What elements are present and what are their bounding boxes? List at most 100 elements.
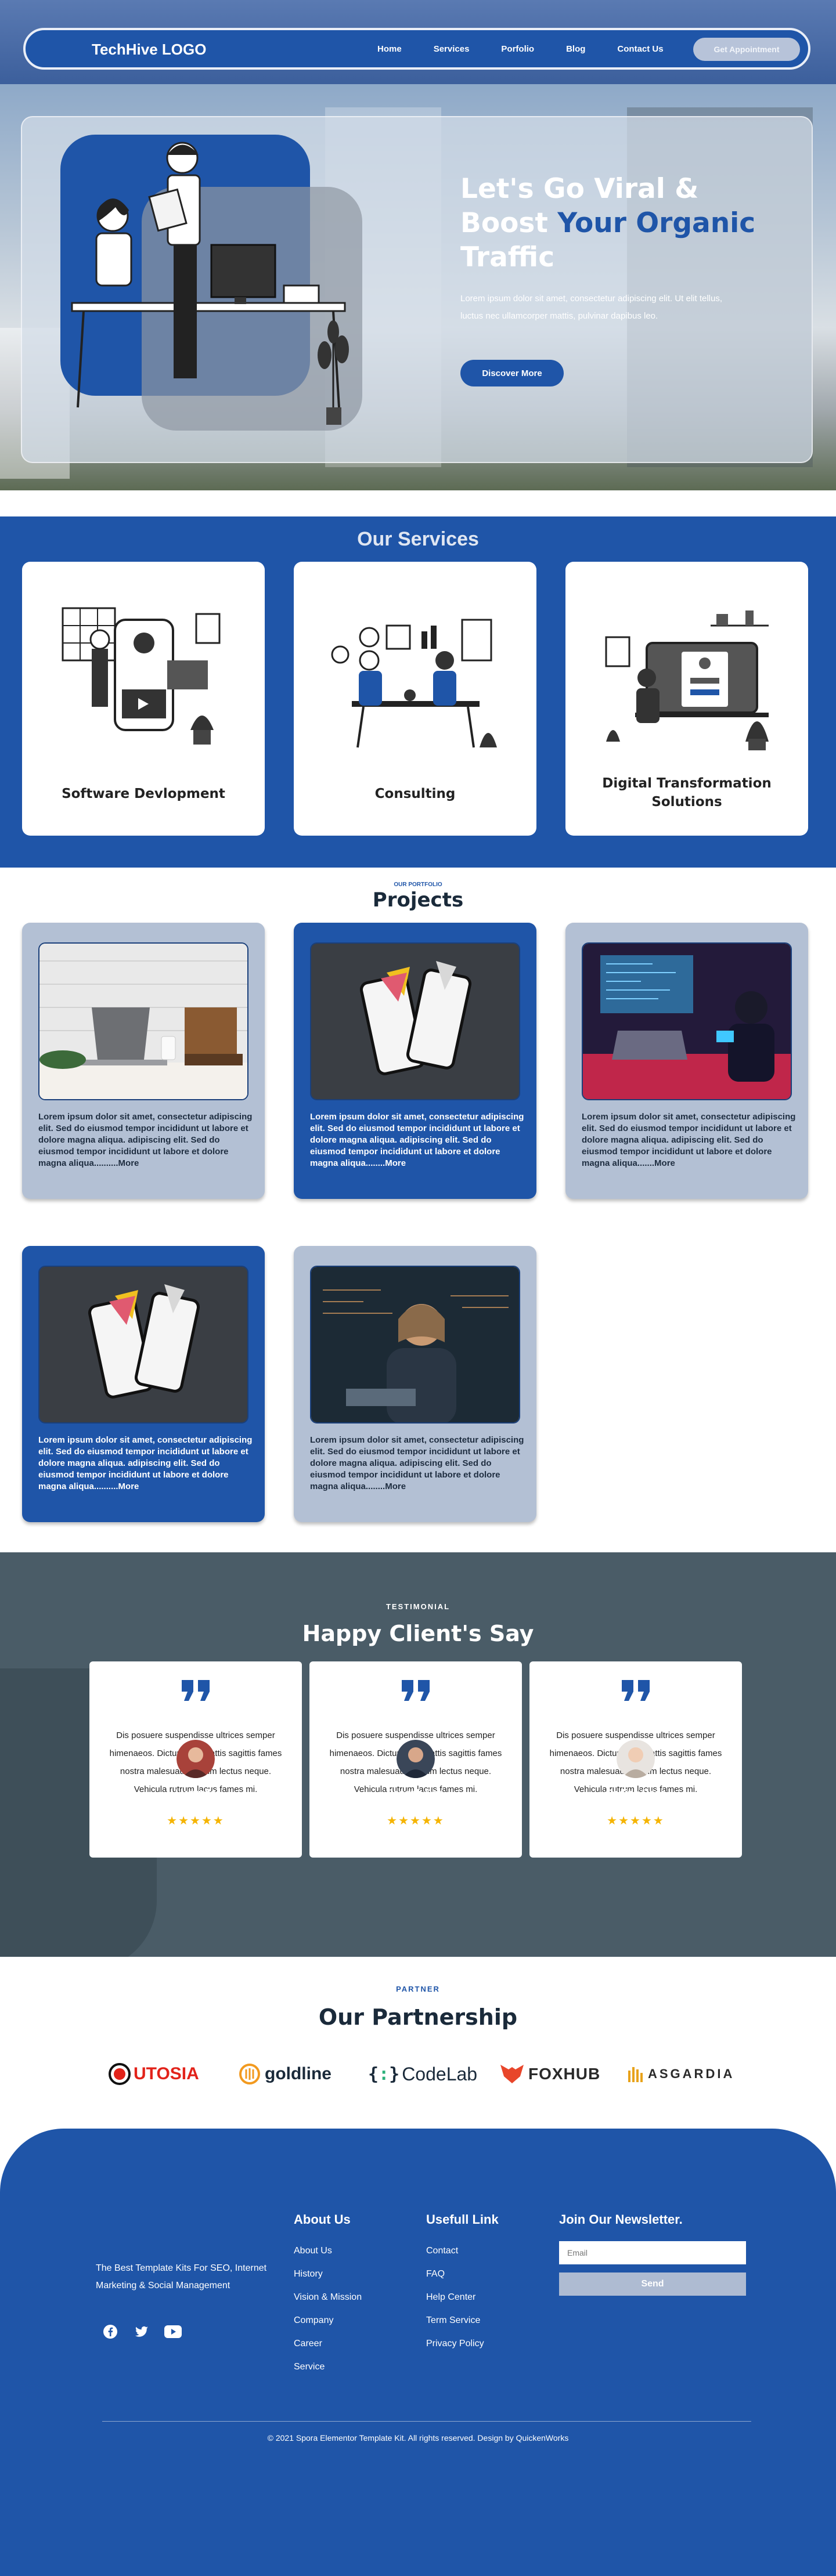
rating-stars: ★★★★★ [387,1815,445,1827]
nav-contact[interactable]: Contact Us [617,44,664,54]
footer-link-vision[interactable]: Vision & Mission [294,2292,362,2302]
partner-name: CodeLab [402,2063,478,2084]
useful-links-title: Usefull Link [426,2212,499,2227]
digital-transformation-illustration [605,610,769,750]
partner-name: UTOSIA [134,2064,199,2083]
nav-blog[interactable]: Blog [566,44,586,54]
partner-name: FOXHUB [528,2065,601,2083]
discover-more-button[interactable]: Discover More [460,360,564,386]
partner-name: ASGARDIA [648,2066,735,2081]
about-us-title: About Us [294,2212,351,2227]
partner-logo-goldline[interactable]: goldline [238,2058,331,2090]
service-card[interactable]: Digital Transformation Solutions [565,562,808,836]
services-section: Our Services Software Devlopment [0,516,836,868]
footer-link-company[interactable]: Company [294,2315,334,2325]
partners-section: PARTNER Our Partnership UTOSIA goldline … [0,1957,836,2131]
hero-title-line: Let's Go Viral & [460,173,699,205]
project-description: Lorem ipsum dolor sit amet, consectetur … [38,1112,253,1168]
quote-icon [89,1679,302,1705]
hero-title-highlight: Your Organic [557,207,756,239]
service-card[interactable]: Consulting [294,562,536,836]
project-description: Lorem ipsum dolor sit amet, consectetur … [38,1435,253,1491]
client-name: Joseph Doe [387,1787,444,1798]
footer-link-history[interactable]: History [294,2269,323,2279]
service-label: Software Devlopment [62,786,225,801]
avatar [176,1740,215,1778]
project-description: Lorem ipsum dolor sit amet, consectetur … [310,1112,524,1168]
project-image-developer [310,1266,520,1424]
partner-logo-codelab[interactable]: {:} CodeLab [368,2058,477,2090]
project-card[interactable]: Lorem ipsum dolor sit amet, consectetur … [22,923,265,1199]
nav-portfolio[interactable]: Porfolio [501,44,535,54]
project-card[interactable]: Lorem ipsum dolor sit amet, consectetur … [22,1246,265,1522]
navbar: TechHive LOGO Home Services Porfolio Blo… [23,28,810,70]
service-label: Digital Transformation Solutions [602,776,772,810]
quote-icon [309,1679,522,1705]
footer-link-career[interactable]: Career [294,2339,322,2349]
newsletter-title: Join Our Newsletter. [559,2212,683,2227]
footer-link-privacy-policy[interactable]: Privacy Policy [426,2339,484,2349]
newsletter-email-input[interactable] [559,2241,746,2264]
footer-link-help-center[interactable]: Help Center [426,2292,476,2302]
twitter-icon[interactable] [130,2320,153,2343]
project-description: Lorem ipsum dolor sit amet, consectetur … [582,1112,796,1168]
project-description: Lorem ipsum dolor sit amet, consectetur … [310,1435,524,1491]
rating-stars: ★★★★★ [607,1815,665,1827]
footer-link-contact[interactable]: Contact [426,2246,459,2256]
services-title: Our Services [357,528,479,550]
phones-mockup-picture [39,1267,247,1422]
asgardia-logo-icon [628,2067,643,2082]
footer-link-service[interactable]: Service [294,2362,325,2372]
utosia-logo-icon [109,2063,131,2085]
partner-logo-utosia[interactable]: UTOSIA [108,2058,199,2090]
hero-title-line: Boost Your Organic [460,206,785,240]
footer-link-term-service[interactable]: Term Service [426,2315,481,2325]
nav-services[interactable]: Services [433,44,470,54]
service-card[interactable]: Software Devlopment [22,562,265,836]
laptop-desk-picture [39,944,247,1099]
hero-title-part: Boost [460,207,558,239]
newsletter-send-button[interactable]: Send [559,2272,746,2296]
partner-logo-asgardia[interactable]: ASGARDIA [627,2058,734,2090]
footer-link-faq[interactable]: FAQ [426,2269,445,2279]
project-image-phones [38,1266,248,1424]
testimonial-text: Dis posuere suspendisse ultrices semper … [329,1730,502,1794]
project-card[interactable]: Lorem ipsum dolor sit amet, consectetur … [294,923,536,1199]
testimonial-eyebrow: TESTIMONIAL [385,1602,451,1611]
facebook-icon[interactable] [99,2320,122,2343]
project-image-coding [582,942,792,1100]
avatar [617,1740,655,1778]
client-name: Lucynda [175,1787,216,1798]
projects-title: Projects [372,888,464,912]
footer-divider [102,2421,751,2422]
projects-eyebrow: OUR PORTFOLIO [394,881,442,888]
client-name: Carline Rose [606,1787,666,1798]
logo[interactable]: TechHive LOGO [92,41,207,58]
copyright: © 2021 Spora Elementor Template Kit. All… [267,2433,569,2443]
partner-logo-foxhub[interactable]: FOXHUB [499,2058,600,2090]
project-image-laptop [38,942,248,1100]
coding-night-picture [583,944,791,1099]
hero-title-line: Traffic [460,241,555,273]
footer-link-about-us[interactable]: About Us [294,2246,332,2256]
project-card[interactable]: Lorem ipsum dolor sit amet, consectetur … [565,923,808,1199]
partners-title: Our Partnership [318,2004,518,2030]
service-label: Consulting [374,786,456,801]
quote-icon [529,1679,742,1705]
hero-title: Let's Go Viral & Boost Your Organic Traf… [460,172,785,274]
phones-mockup-picture [311,944,519,1099]
code-brackets-icon: {:} [368,2064,400,2084]
footer-tagline: The Best Template Kits For SEO, Internet… [96,2263,267,2290]
nav-home[interactable]: Home [377,44,402,54]
office-illustration [60,135,362,431]
youtube-icon[interactable] [161,2320,185,2343]
developer-hologram-picture [311,1267,519,1422]
testimonial-title: Happy Client's Say [302,1621,534,1646]
software-development-illustration [62,607,221,745]
fox-logo-icon [500,2065,524,2083]
partner-name: goldline [265,2064,331,2083]
get-appointment-button[interactable]: Get Appointment [693,38,800,61]
rating-stars: ★★★★★ [167,1815,225,1827]
project-card[interactable]: Lorem ipsum dolor sit amet, consectetur … [294,1246,536,1522]
projects-section: OUR PORTFOLIO Projects Lorem ipsum dolor… [0,868,836,1552]
